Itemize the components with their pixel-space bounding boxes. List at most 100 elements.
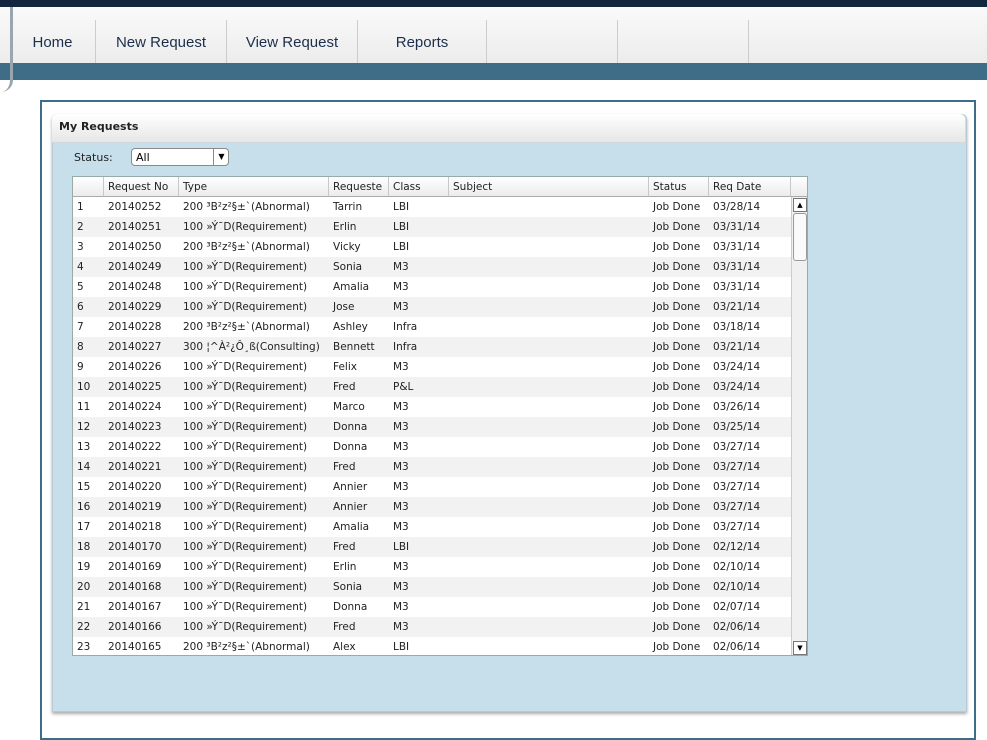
table-cell: M3: [393, 401, 409, 413]
table-cell: Sonia: [333, 581, 363, 593]
table-cell: 20140165: [108, 641, 162, 653]
table-cell: 100 »Ý¯D(Requirement): [183, 601, 308, 613]
header-cell[interactable]: Class: [389, 177, 449, 197]
table-cell: 03/25/14: [713, 421, 761, 433]
table-cell: 100 »Ý¯D(Requirement): [183, 561, 308, 573]
table-cell: 03/18/14: [713, 321, 761, 333]
table-cell: 100 »Ý¯D(Requirement): [183, 421, 308, 433]
table-cell: Annier: [333, 501, 368, 513]
row-bg[interactable]: [73, 457, 791, 477]
header-cell[interactable]: Requeste: [329, 177, 389, 197]
table-cell: 20140170: [108, 541, 162, 553]
row-bg[interactable]: [73, 297, 791, 317]
table-cell: 20140219: [108, 501, 162, 513]
select-button[interactable]: ▼: [213, 149, 229, 165]
table-cell: 03/21/14: [713, 301, 761, 313]
table-cell: 100 »Ý¯D(Requirement): [183, 541, 308, 553]
table-cell: 2: [77, 221, 84, 233]
table-cell: Job Done: [653, 621, 701, 633]
table-cell: 03/21/14: [713, 341, 761, 353]
table-cell: 02/06/14: [713, 641, 761, 653]
row-bg[interactable]: [73, 417, 791, 437]
table-cell: LBI: [393, 541, 410, 553]
row-bg[interactable]: [73, 577, 791, 597]
table-cell: Infra: [393, 321, 418, 333]
table-cell: M3: [393, 561, 409, 573]
table-cell: Job Done: [653, 481, 701, 493]
table-cell: 03/27/14: [713, 441, 761, 453]
table-cell: Job Done: [653, 641, 701, 653]
table-cell: 15: [77, 481, 91, 493]
table-cell: 300 ¦^À²¿Ô¸ß(Consulting): [183, 341, 320, 353]
table-cell: 22: [77, 621, 91, 633]
nav-tab[interactable]: New Request: [96, 20, 227, 63]
requests-grid: Request No Type Requeste Class Subject Status…: [72, 176, 808, 656]
row-bg[interactable]: [73, 357, 791, 377]
row-bg[interactable]: [73, 637, 791, 655]
table-cell: 13: [77, 441, 91, 453]
table-cell: 20140227: [108, 341, 162, 353]
scroll-up[interactable]: ▲: [793, 198, 807, 212]
table-cell: 20140169: [108, 561, 162, 573]
row-bg[interactable]: [73, 217, 791, 237]
row-bg[interactable]: [73, 377, 791, 397]
table-cell: 11: [77, 401, 91, 413]
status-select[interactable]: All ▼: [131, 148, 229, 166]
row-bg[interactable]: [73, 497, 791, 517]
table-cell: Job Done: [653, 541, 701, 553]
row-bg[interactable]: [73, 337, 791, 357]
table-cell: 02/06/14: [713, 621, 761, 633]
table-cell: 100 »Ý¯D(Requirement): [183, 281, 308, 293]
header-cell: [791, 177, 807, 197]
table-cell: 1: [77, 201, 84, 213]
row-bg[interactable]: [73, 437, 791, 457]
table-cell: 20140220: [108, 481, 162, 493]
header-cell[interactable]: Status: [649, 177, 709, 197]
table-cell: 20140251: [108, 221, 162, 233]
row-bg[interactable]: [73, 197, 791, 217]
row-bg[interactable]: [73, 517, 791, 537]
table-cell: Donna: [333, 421, 368, 433]
table-cell: Felix: [333, 361, 357, 373]
scroll-down[interactable]: ▼: [793, 641, 807, 655]
table-cell: Job Done: [653, 461, 701, 473]
table-cell: M3: [393, 481, 409, 493]
table-cell: 03/24/14: [713, 381, 761, 393]
scrollbar[interactable]: ▲ ▼: [791, 197, 807, 655]
row-bg[interactable]: [73, 537, 791, 557]
row-bg[interactable]: [73, 477, 791, 497]
table-cell: Fred: [333, 381, 356, 393]
table-cell: 20140249: [108, 261, 162, 273]
header-cell[interactable]: Type: [179, 177, 329, 197]
row-bg[interactable]: [73, 617, 791, 637]
table-cell: 100 »Ý¯D(Requirement): [183, 581, 308, 593]
header-cell[interactable]: Subject: [449, 177, 649, 197]
table-cell: M3: [393, 621, 409, 633]
table-cell: 03/31/14: [713, 241, 761, 253]
filter-label: Status:: [74, 151, 113, 164]
nav-tab[interactable]: Reports: [358, 20, 487, 63]
scroll-thumb[interactable]: [793, 213, 807, 261]
header-cell[interactable]: Request No: [104, 177, 179, 197]
row-bg[interactable]: [73, 557, 791, 577]
row-bg[interactable]: [73, 257, 791, 277]
table-cell: Job Done: [653, 381, 701, 393]
table-cell: M3: [393, 581, 409, 593]
row-bg[interactable]: [73, 397, 791, 417]
table-cell: 02/07/14: [713, 601, 761, 613]
row-bg[interactable]: [73, 317, 791, 337]
row-bg[interactable]: [73, 237, 791, 257]
nav-tab[interactable]: Home: [10, 20, 96, 63]
table-cell: Annier: [333, 481, 368, 493]
table-cell: Job Done: [653, 361, 701, 373]
header-cell[interactable]: Req Date: [709, 177, 791, 197]
table-cell: 200 ³B²z²§±`(Abnormal): [183, 241, 310, 253]
table-cell: 7: [77, 321, 84, 333]
table-cell: 200 ³B²z²§±`(Abnormal): [183, 201, 310, 213]
nav-tab[interactable]: View Request: [227, 20, 358, 63]
row-bg[interactable]: [73, 277, 791, 297]
row-bg[interactable]: [73, 597, 791, 617]
table-cell: Erlin: [333, 221, 357, 233]
table-cell: 03/31/14: [713, 261, 761, 273]
table-cell: 200 ³B²z²§±`(Abnormal): [183, 641, 310, 653]
